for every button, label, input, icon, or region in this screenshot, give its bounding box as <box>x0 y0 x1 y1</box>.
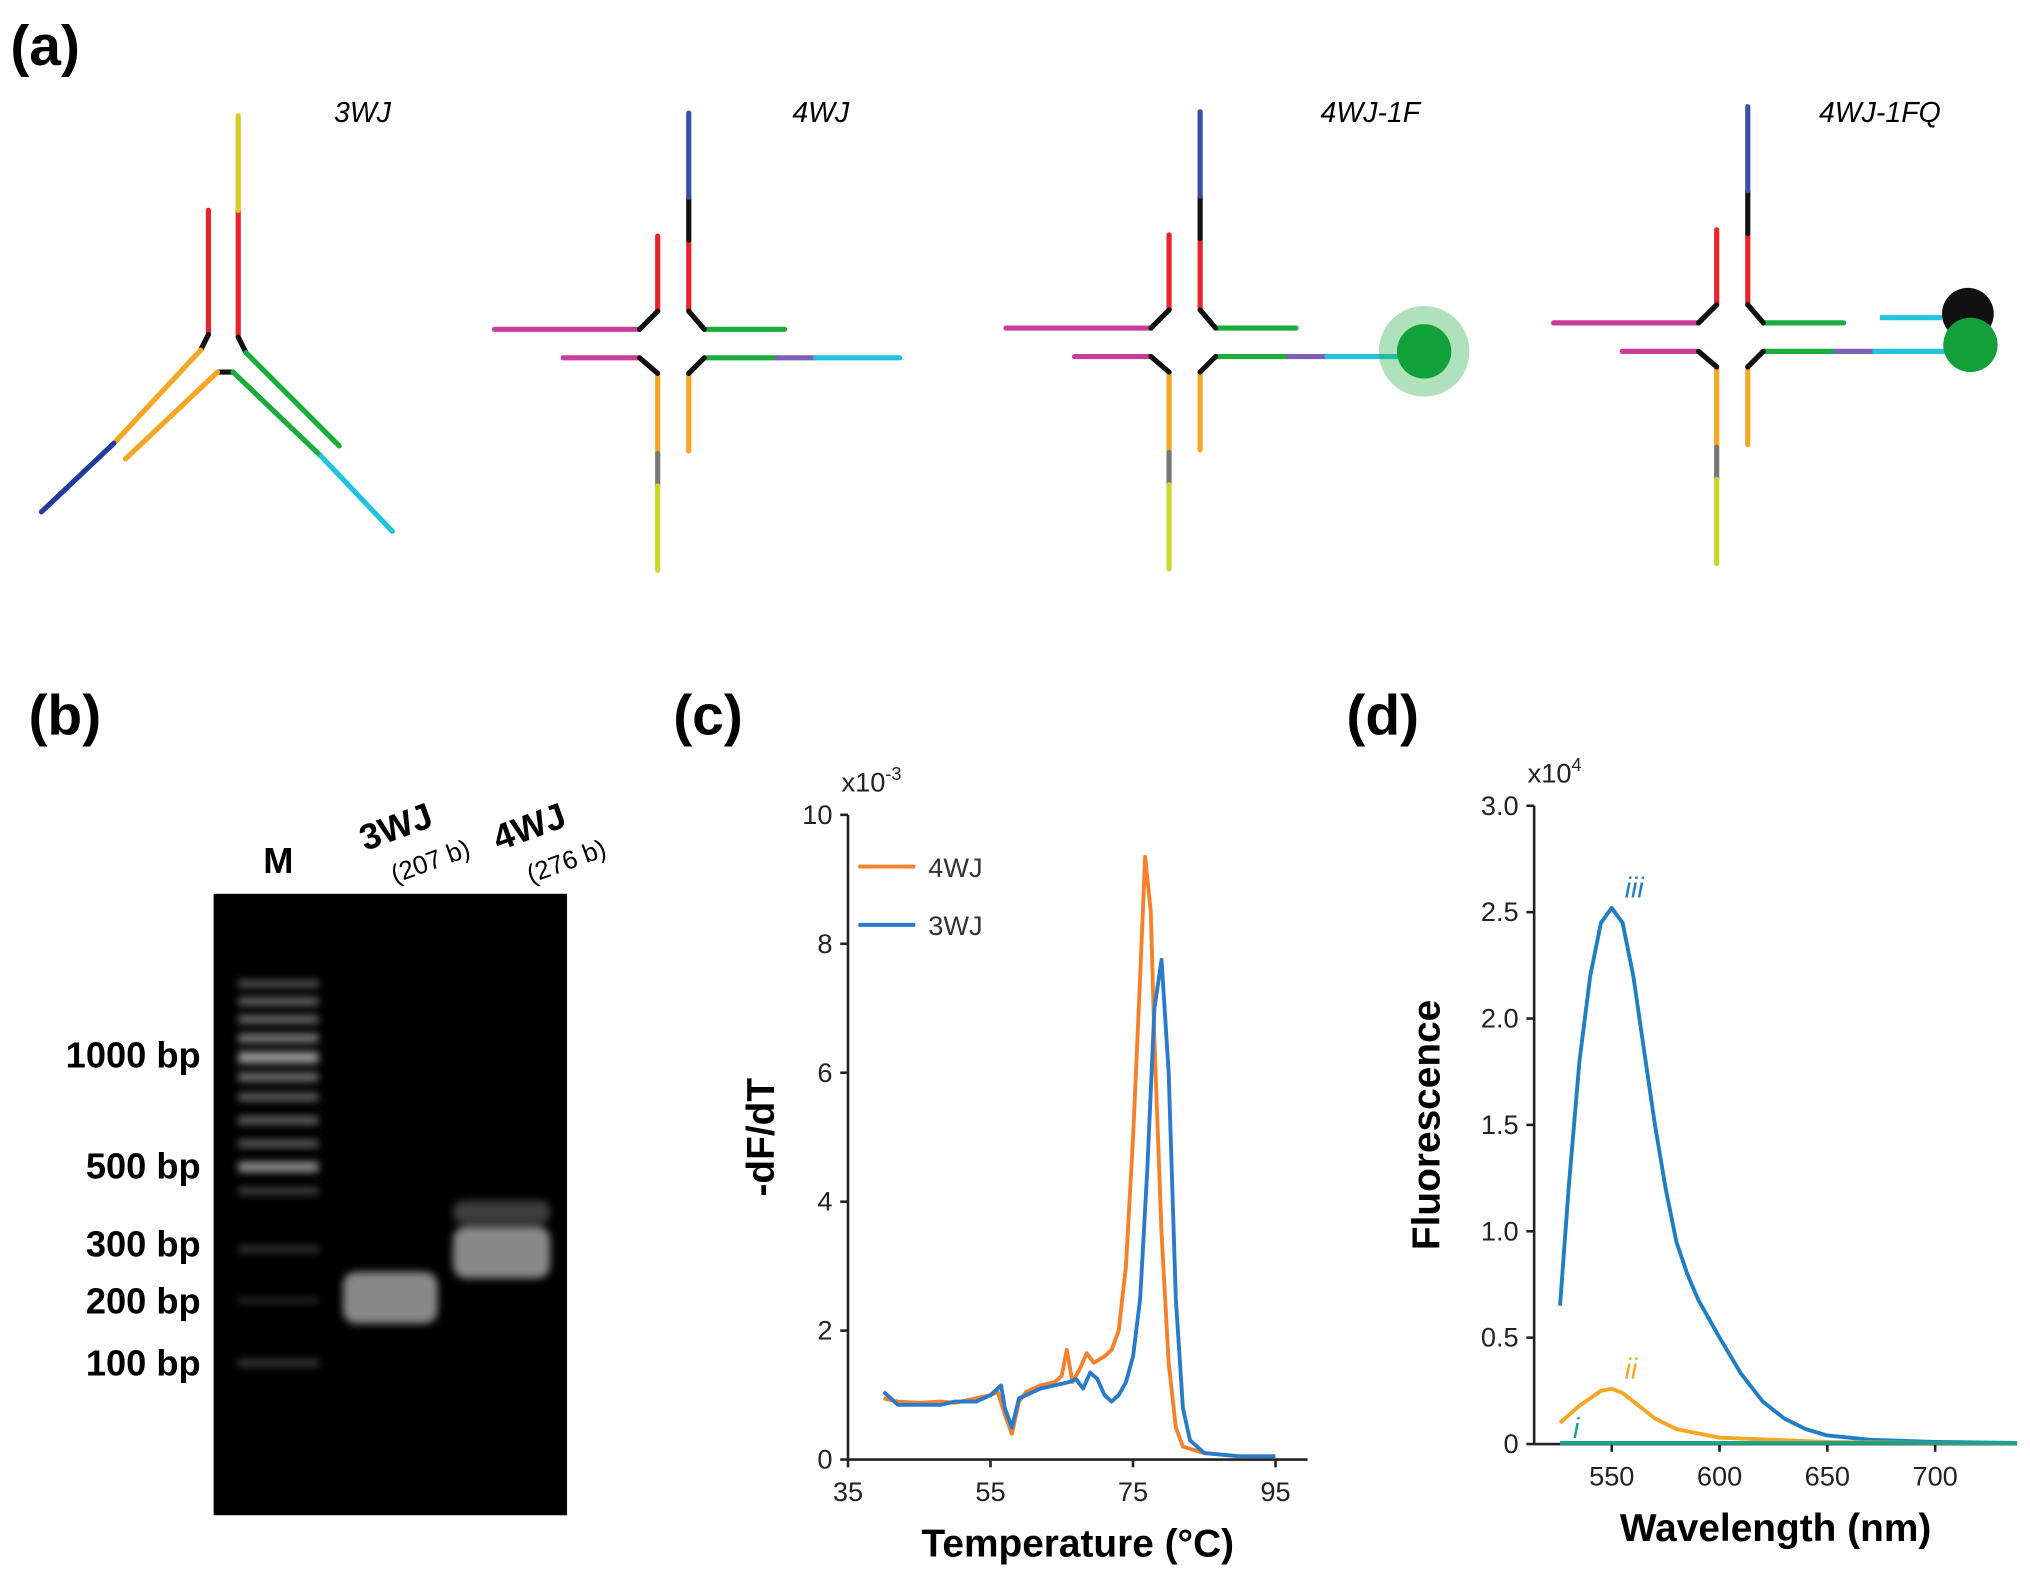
series-label: iii <box>1625 873 1645 905</box>
gel-bands <box>238 980 551 1367</box>
series-line <box>1558 1386 2018 1445</box>
diagram-4wj-1f <box>1006 112 1411 569</box>
x-tick-label: 35 <box>833 1476 863 1507</box>
multiplier-base: x10 <box>842 767 886 798</box>
ladder-label: 300 bp <box>86 1223 201 1264</box>
series-label: ii <box>1625 1353 1638 1385</box>
x-tick-label: 700 <box>1912 1460 1957 1491</box>
y-tick-label: 2 <box>817 1315 832 1346</box>
x-tick-label: 75 <box>1118 1476 1148 1507</box>
y-tick-label: 1.0 <box>1481 1215 1519 1246</box>
series-line <box>882 957 1276 1459</box>
panel-label: (c) <box>673 684 743 748</box>
diagram-label: 4WJ-1FQ <box>1819 97 1941 129</box>
lane-label: M <box>263 840 293 881</box>
multiplier-exponent: 4 <box>1571 755 1581 775</box>
x-axis-label: Temperature (°C) <box>922 1523 1235 1566</box>
diagram-3wj <box>38 113 395 534</box>
diagram-label: 3WJ <box>334 97 392 129</box>
multiplier-exponent: -3 <box>885 764 901 784</box>
series-line <box>883 854 1276 1459</box>
panel-label: (a) <box>10 14 80 78</box>
y-tick-label: 0 <box>817 1444 832 1475</box>
panel-label: (d) <box>1346 684 1419 748</box>
diagram-label: 4WJ-1F <box>1321 97 1422 129</box>
x-tick-label: 95 <box>1260 1476 1290 1507</box>
ladder-label: 200 bp <box>86 1280 201 1321</box>
ladder-label: 1000 bp <box>66 1034 201 1075</box>
y-axis-label: -dF/dT <box>740 1078 783 1197</box>
y-tick-label: 2.5 <box>1481 896 1519 927</box>
series-line <box>1558 905 2018 1445</box>
multiplier: x10-3 <box>842 764 902 798</box>
y-tick-label: 2.0 <box>1481 1003 1519 1034</box>
x-tick-label: 650 <box>1805 1460 1850 1491</box>
multiplier: x104 <box>1528 755 1582 789</box>
y-axis-label: Fluorescence <box>1406 1000 1449 1250</box>
ladder-label: 100 bp <box>86 1342 201 1383</box>
y-tick-label: 6 <box>817 1057 832 1088</box>
y-tick-label: 1.5 <box>1481 1109 1519 1140</box>
x-tick-label: 55 <box>975 1476 1005 1507</box>
x-tick-label: 600 <box>1697 1460 1742 1491</box>
diagram-label: 4WJ <box>792 97 850 129</box>
legend-label: 3WJ <box>928 910 982 941</box>
legend-label: 4WJ <box>928 852 982 883</box>
y-tick-label: 3.0 <box>1481 790 1519 821</box>
y-tick-label: 0 <box>1503 1428 1518 1459</box>
y-tick-label: 0.5 <box>1481 1322 1519 1353</box>
y-tick-label: 10 <box>802 799 832 830</box>
diagram-4wj <box>495 113 900 570</box>
panel-label: (b) <box>28 684 101 748</box>
multiplier-base: x10 <box>1528 757 1572 788</box>
diagram-4wj-1fq <box>1554 107 1959 564</box>
fluorophore <box>1943 317 1998 373</box>
y-tick-label: 4 <box>817 1186 832 1217</box>
x-tick-label: 550 <box>1589 1460 1634 1491</box>
fluorophore <box>1396 324 1452 379</box>
ladder-label: 500 bp <box>86 1146 201 1187</box>
y-tick-label: 8 <box>817 928 832 959</box>
series-label: i <box>1573 1413 1580 1445</box>
x-axis-label: Wavelength (nm) <box>1620 1507 1931 1550</box>
